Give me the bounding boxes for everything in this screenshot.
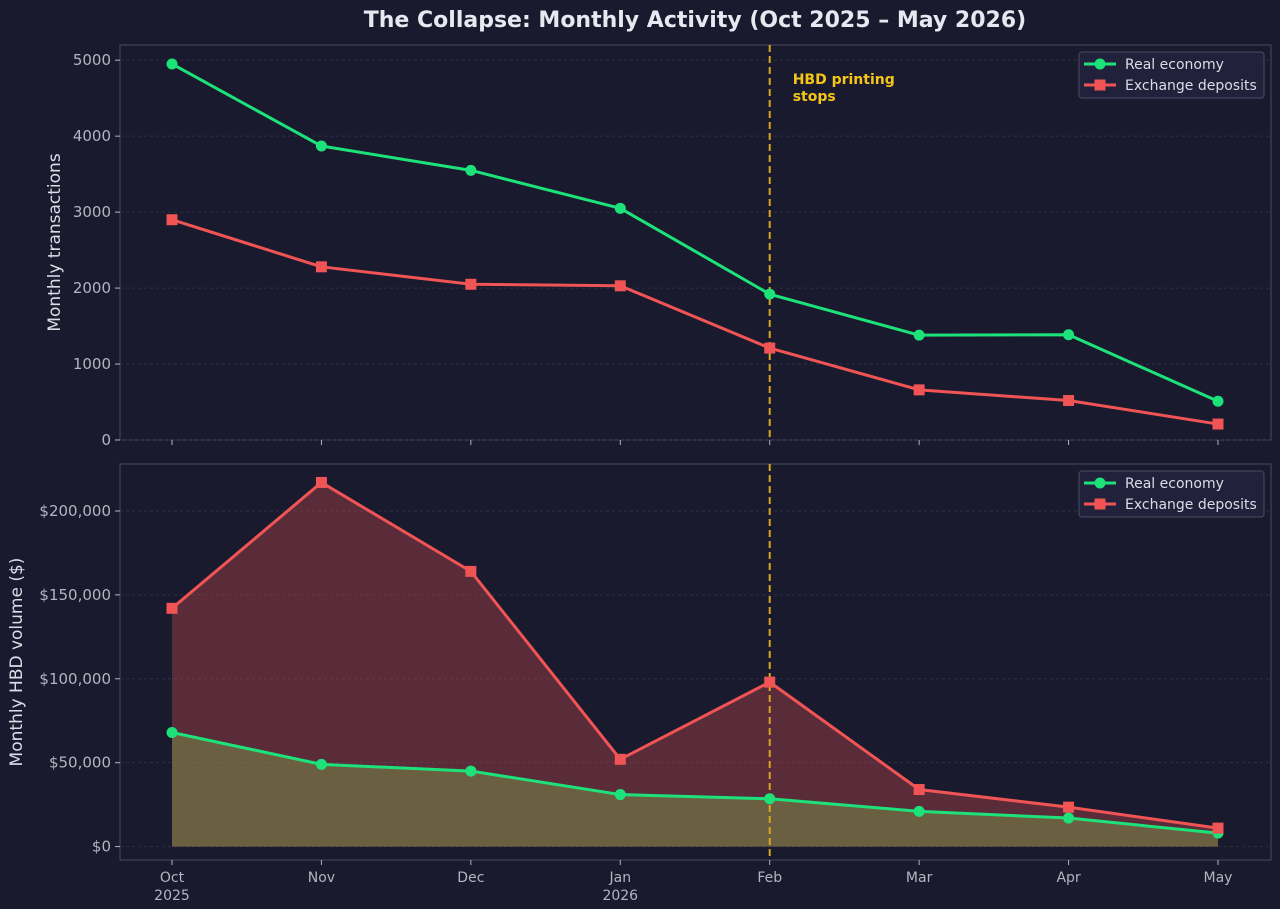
exchange-deposits-point — [614, 753, 626, 765]
exchange-deposits-point — [315, 476, 327, 488]
x-tick-label: Mar — [906, 870, 933, 886]
exchange-deposits-line — [171, 218, 1219, 426]
legend-box — [1078, 470, 1265, 518]
x-tick-label: Nov — [308, 870, 335, 886]
legend-box — [1078, 51, 1265, 99]
y-tick-label: $150,000 — [39, 586, 111, 604]
real-economy-point — [614, 789, 626, 801]
y-tick-label: 4000 — [73, 127, 111, 145]
exchange-deposits-area — [172, 482, 1218, 847]
y-tick-label: 0 — [101, 431, 111, 449]
real-economy-point — [913, 805, 925, 817]
x-tick-label-line: Apr — [1056, 870, 1080, 886]
real-economy-point — [465, 765, 477, 777]
exchange-deposits-point — [913, 384, 925, 396]
x-tick-label: May — [1204, 870, 1233, 886]
real-economy-legend-marker — [1094, 477, 1106, 489]
exchange-deposits-point — [1063, 801, 1075, 813]
exchange-deposits-line — [171, 480, 1219, 830]
exchange-deposits-legend-label: Exchange deposits — [1125, 497, 1257, 513]
x-tick-label: Apr — [1056, 870, 1080, 886]
x-tick-label: Feb — [757, 870, 782, 886]
x-tick-label: Jan 2026 — [602, 870, 638, 904]
y-tick-label: 5000 — [73, 51, 111, 69]
real-economy-point — [764, 288, 776, 300]
x-tick-label: Dec — [457, 870, 484, 886]
exchange-deposits-point — [1212, 418, 1224, 430]
real-economy-point — [764, 793, 776, 805]
exchange-deposits-point — [465, 565, 477, 577]
real-economy-point — [913, 329, 925, 341]
annotation-text: HBD printing stops — [793, 72, 895, 105]
legend: Real economy Exchange deposits — [1078, 470, 1265, 518]
exchange-deposits-legend-label: Exchange deposits — [1125, 78, 1257, 94]
real-economy-point — [614, 202, 626, 214]
x-tick-label-line: Feb — [757, 870, 782, 886]
exchange-deposits-point — [166, 214, 178, 226]
real-economy-line — [171, 62, 1219, 403]
exchange-deposits-point — [166, 602, 178, 614]
x-tick-label: Oct 2025 — [154, 870, 190, 904]
volume-panel: $0 $50,000 $100,000 $150,000 $200,000 Monthly… — [7, 463, 1272, 904]
exchange-deposits-legend-marker — [1094, 498, 1106, 510]
y-tick-label: $200,000 — [39, 502, 111, 520]
exchange-deposits-point — [465, 278, 477, 290]
annotation-line: stops — [793, 89, 836, 105]
exchange-deposits-point — [1212, 822, 1224, 834]
legend: Real economy Exchange deposits — [1078, 51, 1265, 99]
y-tick-label: $0 — [92, 838, 111, 856]
x-tick-label-line: Mar — [906, 870, 933, 886]
exchange-deposits-point — [315, 261, 327, 273]
exchange-deposits-legend-marker — [1094, 79, 1106, 91]
x-tick-label-line: Nov — [308, 870, 335, 886]
real-economy-legend-label: Real economy — [1125, 476, 1224, 492]
exchange-deposits-point — [913, 784, 925, 796]
chart-title: The Collapse: Monthly Activity (Oct 2025… — [364, 8, 1026, 33]
real-economy-point — [1063, 329, 1075, 341]
real-economy-point — [166, 726, 178, 738]
y-tick-label: 2000 — [73, 279, 111, 297]
x-tick-label-line: 2025 — [154, 888, 190, 904]
annotation-line: HBD printing — [793, 72, 895, 88]
real-economy-point — [315, 140, 327, 152]
real-economy-line — [171, 731, 1219, 835]
exchange-deposits-point — [764, 342, 776, 354]
y-tick-label: 3000 — [73, 203, 111, 221]
y-tick-label: 1000 — [73, 355, 111, 373]
y-tick-label: $100,000 — [39, 670, 111, 688]
x-tick-label-line: May — [1204, 870, 1233, 886]
exchange-deposits-point — [1063, 395, 1075, 406]
real-economy-point — [1212, 395, 1224, 407]
y-axis-label: Monthly HBD volume ($) — [7, 558, 27, 767]
real-economy-legend-label: Real economy — [1125, 57, 1224, 73]
y-axis-label: Monthly transactions — [45, 153, 65, 332]
exchange-deposits-point — [764, 676, 776, 688]
real-economy-legend-marker — [1094, 58, 1106, 70]
y-tick-label: $50,000 — [49, 754, 111, 772]
transactions-panel: 0 1000 2000 3000 4000 5000 Monthly transaction… — [45, 44, 1272, 449]
plot-frame — [119, 44, 1272, 441]
real-economy-point — [465, 164, 477, 176]
x-tick-label-line: Oct — [160, 870, 185, 886]
real-economy-point — [315, 758, 327, 770]
real-economy-area — [172, 732, 1218, 847]
real-economy-point — [166, 58, 178, 70]
x-tick-label-line: Dec — [457, 870, 484, 886]
real-economy-point — [1063, 812, 1075, 824]
exchange-deposits-point — [614, 280, 626, 292]
x-tick-label-line: 2026 — [602, 888, 638, 904]
x-tick-label-line: Jan — [608, 870, 631, 886]
